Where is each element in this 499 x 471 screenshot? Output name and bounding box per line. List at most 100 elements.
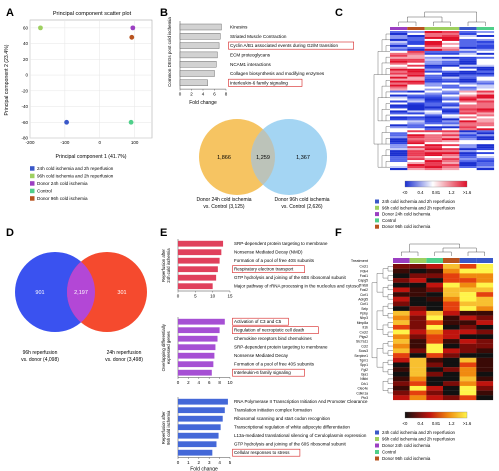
heatmap-cell — [476, 116, 495, 119]
heatmap-cell — [459, 31, 477, 34]
heatmap-cell — [443, 320, 460, 326]
e-term-label: Respiratory electron transport — [234, 267, 294, 272]
e-bar — [178, 327, 220, 334]
dendrogram-branch — [387, 341, 393, 347]
dendrogram-branch — [382, 287, 388, 298]
heatmap-cell — [393, 310, 410, 316]
heatmap-cell — [476, 80, 495, 83]
heatmap-cell — [409, 357, 427, 363]
heatmap-cell — [426, 292, 444, 297]
heatmap-cell — [476, 36, 495, 40]
dendrogram-branch — [467, 251, 485, 256]
dendrogram-branch — [371, 282, 377, 358]
heatmap-cell — [424, 82, 443, 85]
heatmap-cell — [476, 301, 494, 307]
heatmap-cell — [407, 66, 425, 69]
heatmap-cell — [390, 150, 408, 153]
dendrogram-branch — [387, 388, 393, 394]
heatmap-cell — [442, 100, 460, 103]
heatmap-cell — [443, 376, 460, 382]
heatmap-cell — [424, 56, 443, 59]
gene-label: Mmp8a — [357, 321, 368, 325]
heatmap-cell — [476, 264, 494, 269]
group-swatch — [390, 27, 408, 30]
e-term-label: Interleukin-6 family signaling — [234, 370, 291, 375]
heatmap-cell — [459, 264, 477, 269]
heatmap-cell — [409, 362, 427, 368]
heatmap-cell — [407, 62, 425, 65]
heatmap-cell — [426, 343, 444, 349]
heatmap-cell — [459, 296, 477, 302]
heatmap-cell — [443, 282, 460, 288]
heatmap-cell — [390, 42, 408, 45]
heatmap-cell — [476, 160, 495, 163]
b-bar — [179, 51, 218, 59]
e-term-label: SRP-dependent protein targeting to membr… — [234, 345, 328, 350]
heatmap-cell — [409, 334, 427, 340]
heatmap-cell — [424, 42, 443, 45]
b-bar — [179, 33, 221, 40]
heatmap-cell — [390, 164, 408, 167]
e-bar — [178, 283, 213, 290]
heatmap-cell — [424, 32, 443, 36]
heatmap-cell — [442, 150, 460, 153]
heatmap-cell — [409, 282, 427, 288]
legend-label: 24h cold ischemia and 2h reperfusion — [382, 430, 456, 435]
dendrogram-branch — [376, 273, 383, 293]
heatmap-cell — [424, 126, 443, 129]
heatmap-cell — [393, 362, 410, 368]
gene-label: Spp1 — [360, 363, 368, 367]
dendrogram-branch — [381, 85, 386, 98]
b-x-tick-label: 4 — [202, 92, 205, 97]
panel-e-letter: E — [160, 227, 167, 239]
heatmap-cell — [390, 36, 408, 40]
e-bar — [178, 415, 223, 422]
heatmap-cell — [443, 367, 460, 372]
heatmap-cell — [459, 334, 477, 340]
heatmap-cell — [424, 88, 443, 91]
heatmap-cell — [442, 96, 460, 99]
heatmap-cell — [442, 116, 460, 119]
heatmap-cell — [407, 70, 425, 73]
heatmap-cell — [407, 88, 425, 91]
e-bar — [178, 441, 217, 448]
heatmap-cell — [426, 306, 444, 311]
heatmap-cell — [476, 118, 495, 121]
gene-label: Serpine1 — [354, 354, 368, 358]
heatmap-cell — [424, 36, 443, 40]
heatmap-cell — [407, 144, 425, 147]
heatmap-cell — [442, 66, 460, 69]
heatmap-cell — [390, 86, 408, 89]
e-term-label: RNA Polymerase II Transcription Initiati… — [234, 399, 368, 404]
heatmap-cell — [476, 282, 494, 288]
heatmap-cell — [424, 92, 443, 95]
legend-label: 24h cold ischemia and 2h reperfusion — [382, 199, 456, 204]
legend-label: Donor 96h cold ischemia — [382, 456, 431, 461]
dendrogram-branch — [381, 132, 386, 145]
heatmap-cell — [442, 80, 460, 83]
heatmap-cell — [442, 78, 460, 81]
heatmap-cell — [459, 94, 477, 97]
heatmap-cell — [476, 92, 495, 95]
heatmap-cell — [407, 102, 425, 105]
heatmap-cell — [459, 40, 477, 44]
dendrogram-branch — [376, 348, 383, 368]
heatmap-cell — [390, 90, 408, 93]
heatmap-cell — [407, 150, 425, 153]
heatmap-cell — [459, 134, 477, 137]
heatmap-cell — [426, 376, 444, 382]
heatmap-cell — [442, 62, 460, 65]
heatmap-cell — [424, 124, 443, 127]
e-bar — [178, 407, 225, 414]
heatmap-cell — [459, 86, 477, 89]
e-bar — [178, 344, 216, 351]
e-bar — [178, 249, 222, 256]
gene-label: Clec4e — [357, 387, 368, 391]
heatmap-cell — [459, 128, 477, 131]
heatmap-cell — [393, 320, 410, 326]
legend-swatch — [30, 166, 35, 171]
e-bar — [178, 449, 213, 456]
dendrogram-branch — [387, 266, 393, 272]
heatmap-cell — [442, 156, 460, 159]
legend-label: 96h cold ischemia and 2h reperfusion — [382, 437, 456, 442]
